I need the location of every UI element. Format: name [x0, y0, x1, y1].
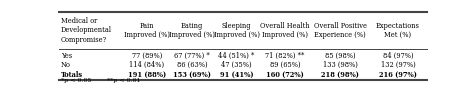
Text: Overall Positive
Experience (%): Overall Positive Experience (%)	[314, 22, 367, 39]
Text: 153 (69%): 153 (69%)	[173, 71, 211, 79]
Text: 47 (35%): 47 (35%)	[221, 61, 252, 69]
Text: No: No	[61, 61, 71, 69]
Text: Totals: Totals	[61, 71, 83, 79]
Text: Sleeping
Improved (%): Sleeping Improved (%)	[214, 22, 260, 39]
Text: *p < 0.05: *p < 0.05	[61, 78, 91, 83]
Text: Medical or
Developmental
Compromise?: Medical or Developmental Compromise?	[61, 17, 112, 44]
Text: 218 (98%): 218 (98%)	[321, 71, 359, 79]
Text: 91 (41%): 91 (41%)	[220, 71, 254, 79]
Text: Expectations
Met (%): Expectations Met (%)	[376, 22, 420, 39]
Text: 71 (82%) **: 71 (82%) **	[265, 52, 305, 60]
Text: 44 (51%) *: 44 (51%) *	[219, 52, 255, 60]
Text: 216 (97%): 216 (97%)	[379, 71, 417, 79]
Text: 133 (98%): 133 (98%)	[323, 61, 358, 69]
Text: 86 (63%): 86 (63%)	[176, 61, 207, 69]
Text: 191 (88%): 191 (88%)	[128, 71, 166, 79]
Text: Overall Health
Improved (%): Overall Health Improved (%)	[260, 22, 310, 39]
Text: Yes: Yes	[61, 52, 72, 60]
Text: 160 (72%): 160 (72%)	[266, 71, 304, 79]
Text: 77 (89%): 77 (89%)	[132, 52, 162, 60]
Text: **p < 0.01: **p < 0.01	[107, 78, 141, 83]
Text: 85 (98%): 85 (98%)	[325, 52, 356, 60]
Text: 84 (97%): 84 (97%)	[383, 52, 413, 60]
Text: 132 (97%): 132 (97%)	[381, 61, 415, 69]
Text: 114 (84%): 114 (84%)	[129, 61, 164, 69]
Text: Pain
Improved (%): Pain Improved (%)	[124, 22, 170, 39]
Text: 67 (77%) *: 67 (77%) *	[174, 52, 210, 60]
Text: Eating
Improved (%): Eating Improved (%)	[169, 22, 215, 39]
Text: 89 (65%): 89 (65%)	[270, 61, 301, 69]
